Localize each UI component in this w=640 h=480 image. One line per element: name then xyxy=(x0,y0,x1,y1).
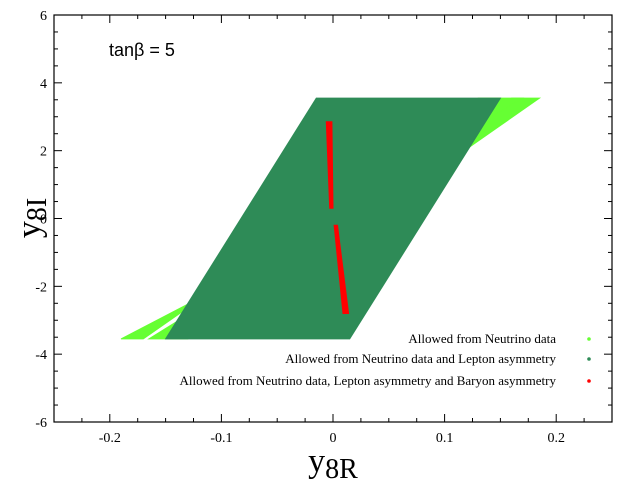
legend: Allowed from Neutrino data Allowed from N… xyxy=(179,331,591,388)
y-tick-label: 4 xyxy=(40,77,47,92)
scatter-regions xyxy=(120,97,542,340)
y-tick-label: -2 xyxy=(35,280,47,295)
x-tick-label: -0.1 xyxy=(210,431,232,446)
series-2-region-0 xyxy=(325,121,334,209)
y-axis-ticks xyxy=(54,14,612,423)
x-axis-title: y8R xyxy=(308,443,358,480)
x-axis-tick-labels: -0.2 -0.1 0 0.1 0.2 xyxy=(99,431,565,446)
legend-entry-0-label: Allowed from Neutrino data xyxy=(408,331,556,346)
legend-entry-0-marker xyxy=(587,337,591,341)
y-tick-label: 0 xyxy=(40,213,47,228)
legend-entry-2-marker xyxy=(587,379,591,383)
x-tick-label: -0.2 xyxy=(99,431,121,446)
y-axis-tick-labels: -6 -4 -2 0 2 4 6 xyxy=(35,9,47,431)
tan-beta-annotation: tanβ = 5 xyxy=(109,40,175,60)
y-tick-label: -6 xyxy=(35,416,47,431)
x-tick-label: 0.2 xyxy=(547,431,565,446)
legend-entry-1-label: Allowed from Neutrino data and Lepton as… xyxy=(285,351,556,366)
legend-entry-1-marker xyxy=(587,357,591,361)
x-tick-label: 0.1 xyxy=(436,431,454,446)
y-axis-title: y8I xyxy=(11,198,53,238)
series-1-region-0 xyxy=(164,97,502,340)
y-tick-label: 6 xyxy=(40,9,47,24)
x-axis-ticks xyxy=(53,15,613,422)
y-tick-label: 2 xyxy=(40,145,47,160)
series-2-region-1 xyxy=(333,224,350,314)
y-tick-label: -4 xyxy=(35,348,47,363)
legend-entry-2-label: Allowed from Neutrino data, Lepton asymm… xyxy=(179,373,556,388)
x-tick-label: 0 xyxy=(330,431,337,446)
